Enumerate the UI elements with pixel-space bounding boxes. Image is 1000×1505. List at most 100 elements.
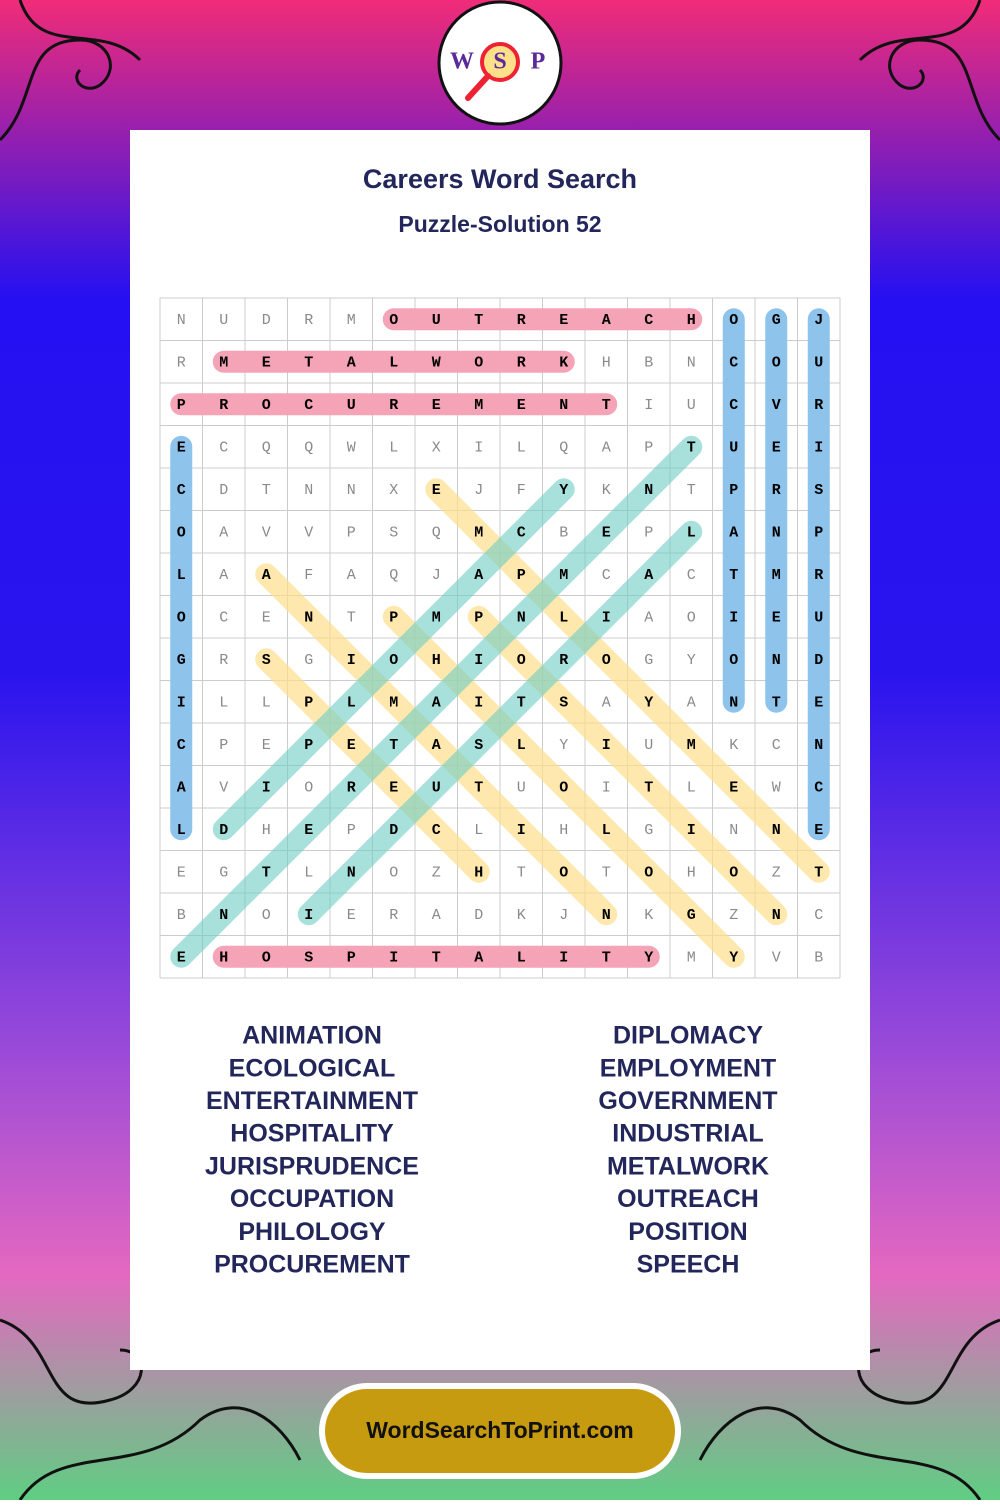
word-list-item: DIPLOMACY (613, 1022, 763, 1050)
grid-letter: E (432, 482, 441, 499)
grid-letter: M (687, 737, 696, 754)
grid-letter: M (432, 610, 441, 627)
grid-letter: J (474, 482, 483, 499)
grid-letter: D (389, 822, 398, 839)
grid-letter: S (389, 525, 398, 542)
grid-letter: R (389, 907, 398, 924)
grid-letter: I (304, 907, 313, 924)
grid-letter: T (262, 482, 271, 499)
grid-letter: L (177, 567, 186, 584)
grid-letter: P (304, 695, 313, 712)
grid-letter: C (814, 907, 823, 924)
grid-letter: W (432, 355, 441, 372)
grid-letter: I (474, 695, 483, 712)
grid-letter: C (517, 525, 526, 542)
grid-letter: N (729, 822, 738, 839)
grid-letter: K (602, 482, 611, 499)
site-link[interactable]: WordSearchToPrint.com (366, 1417, 634, 1443)
grid-letter: O (389, 312, 398, 329)
grid-letter: I (262, 780, 271, 797)
grid-letter: L (304, 865, 313, 882)
grid-letter: Y (729, 950, 738, 967)
grid-letter: U (814, 355, 823, 372)
logo-letter: S (493, 49, 506, 75)
highlight (212, 478, 575, 841)
highlight (297, 520, 703, 926)
logo-handle (465, 73, 491, 101)
grid-letter: G (177, 652, 186, 669)
grid-letter: E (177, 950, 186, 967)
grid-letter: U (219, 312, 228, 329)
grid-letter: R (517, 312, 526, 329)
word-list-item: PROCUREMENT (214, 1251, 410, 1279)
grid-letter: P (644, 440, 653, 457)
grid-letter: F (304, 567, 313, 584)
grid-letter: O (602, 652, 611, 669)
grid-letter: L (517, 440, 526, 457)
grid-letter: M (389, 695, 398, 712)
word-list-item: ECOLOGICAL (229, 1054, 396, 1082)
grid-letter: C (177, 737, 186, 754)
grid-letter: R (304, 312, 313, 329)
grid-letter: A (432, 907, 441, 924)
grid-letter: Y (559, 737, 568, 754)
grid-letter: T (814, 865, 823, 882)
grid-letter: T (687, 440, 696, 457)
grid-letter: U (814, 610, 823, 627)
grid-letter: I (602, 737, 611, 754)
word-list-item: METALWORK (607, 1152, 769, 1180)
grid-letter: Q (262, 440, 271, 457)
logo-letter: P (531, 49, 546, 75)
grid-letter: E (177, 440, 186, 457)
grid-letter: C (644, 312, 653, 329)
grid-letter: N (687, 355, 696, 372)
grid-letter: H (602, 355, 611, 372)
grid-letter: A (432, 737, 441, 754)
grid-letter: P (347, 822, 356, 839)
grid-letter: T (432, 950, 441, 967)
grid-letter: Y (644, 695, 653, 712)
site-button[interactable] (319, 1383, 681, 1479)
grid-letter: O (262, 907, 271, 924)
grid-letter: N (347, 482, 356, 499)
grid-letter: A (432, 695, 441, 712)
grid-letter: E (389, 780, 398, 797)
grid-letter: M (219, 355, 228, 372)
grid-letter: T (602, 865, 611, 882)
grid-letter: Y (559, 482, 568, 499)
grid-letter: L (347, 695, 356, 712)
word-list-item: INDUSTRIAL (612, 1120, 763, 1148)
grid-letter: H (687, 312, 696, 329)
grid-letter: H (432, 652, 441, 669)
grid-letter: N (304, 610, 313, 627)
grid-letter: E (772, 440, 781, 457)
grid-letter: L (389, 355, 398, 372)
grid-letter: R (772, 482, 781, 499)
grid-letter: O (772, 355, 781, 372)
grid-letter: T (602, 950, 611, 967)
grid-letter: N (772, 525, 781, 542)
grid-letter: T (602, 397, 611, 414)
grid-letter: P (177, 397, 186, 414)
grid-letter: S (814, 482, 823, 499)
grid-letter: C (219, 610, 228, 627)
grid-letter: N (219, 907, 228, 924)
grid-letter: Q (389, 567, 398, 584)
grid-letter: Q (304, 440, 313, 457)
grid-letter: L (262, 695, 271, 712)
grid-letter: A (602, 440, 611, 457)
grid-letter: O (729, 312, 738, 329)
grid-letter: A (347, 355, 356, 372)
grid-letter: I (602, 610, 611, 627)
grid-letter: I (474, 652, 483, 669)
grid-letter: O (262, 950, 271, 967)
grid-letter: N (304, 482, 313, 499)
grid-letter: H (262, 822, 271, 839)
grid-letter: R (517, 355, 526, 372)
grid-letter: R (177, 355, 186, 372)
grid-letter: H (219, 950, 228, 967)
grid-letter: T (474, 312, 483, 329)
grid-letter: H (559, 822, 568, 839)
grid-letter: I (687, 822, 696, 839)
grid-letter: T (517, 695, 526, 712)
